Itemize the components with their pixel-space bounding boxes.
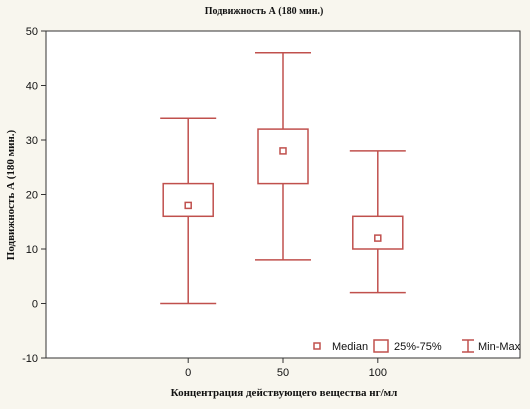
y-axis-label: Подвижность А (180 мин.) [5,129,17,260]
box-group-0 [160,117,217,305]
chart-title: Подвижность А (180 мин.) [205,6,324,17]
median-marker [374,234,382,242]
y-tick-label: 40 [26,81,38,93]
y-axis: -10 0 10 20 30 40 50 [22,26,46,365]
iqr-box [162,182,214,218]
legend-iqr-swatch [373,339,389,353]
x-axis-label: Концентрация действующего вещества нг/мл [171,387,398,399]
legend-iqr-label: 25%-75% [394,341,442,353]
median-marker [184,201,192,210]
x-axis: 0 50 100 [185,358,387,379]
x-tick-label: 100 [369,367,387,379]
box-group-50 [255,52,311,261]
legend-median-label: Median [332,341,368,353]
y-tick-label: 50 [26,26,38,38]
y-tick-label: 0 [32,299,38,311]
legend-minmax-label: Min-Max [478,341,521,353]
box-group-100 [349,150,406,294]
x-tick-label: 0 [185,367,191,379]
median-marker [279,147,287,155]
y-tick-label: -10 [22,353,38,365]
y-tick-label: 20 [26,190,38,202]
y-tick-label: 30 [26,135,38,147]
chart-legend: Median 25%-75% Min-Max [313,339,521,353]
iqr-box [352,215,404,250]
box-series [160,52,406,305]
iqr-box [257,128,309,185]
legend-median-marker [313,342,321,350]
x-tick-label: 50 [277,367,289,379]
y-tick-label: 10 [26,244,38,256]
